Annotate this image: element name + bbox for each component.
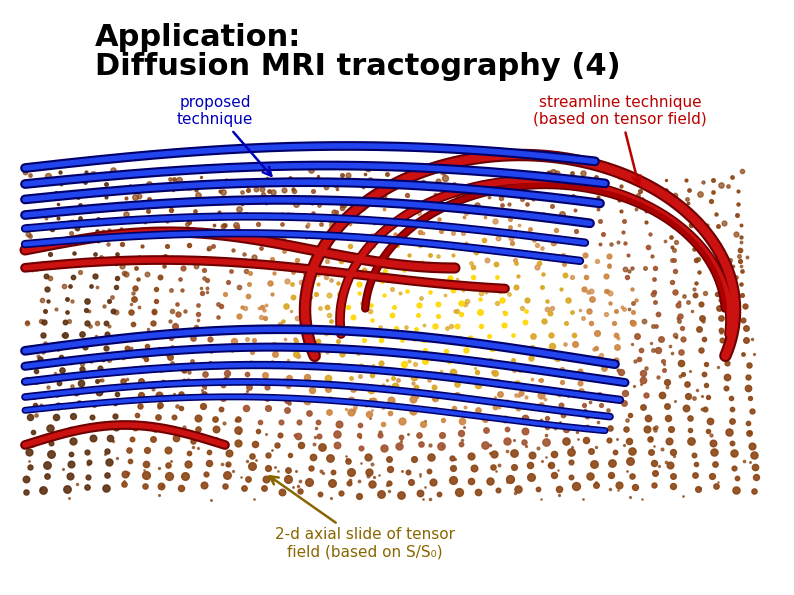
Text: 2-d axial slide of tensor
field (based on S/S₀): 2-d axial slide of tensor field (based o… [269,476,455,559]
Text: Application:: Application: [95,23,302,52]
Text: streamline technique
(based on tensor field): streamline technique (based on tensor fi… [533,95,707,184]
Text: Diffusion MRI tractography (4): Diffusion MRI tractography (4) [95,52,621,81]
Text: proposed
technique: proposed technique [177,95,272,176]
